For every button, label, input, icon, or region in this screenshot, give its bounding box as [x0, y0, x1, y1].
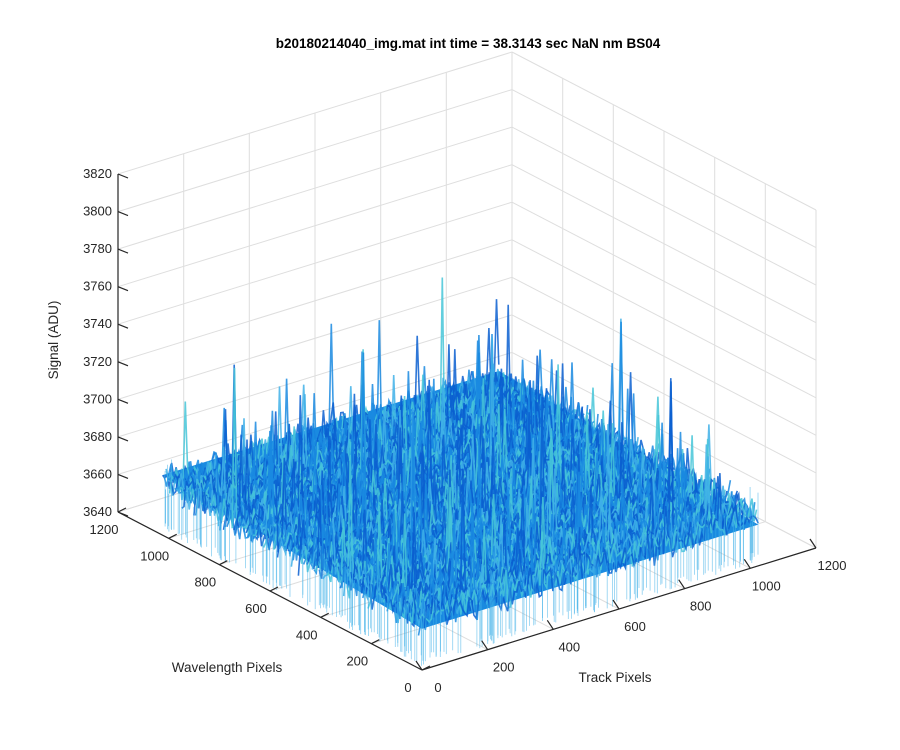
y-tick-label: 0	[404, 680, 411, 695]
y-tick-label: 800	[194, 575, 216, 590]
y-axis-label: Wavelength Pixels	[172, 660, 283, 675]
z-tick-mark	[117, 173, 129, 179]
x-tick-label: 800	[690, 599, 712, 614]
x-tick-mark	[612, 599, 620, 610]
x-tick-label: 0	[434, 680, 441, 695]
axes	[117, 173, 817, 671]
x-axis-label: Track Pixels	[578, 670, 651, 685]
x-tick-mark	[481, 640, 489, 651]
z-tick-label: 3640	[83, 504, 112, 519]
x-tick-mark	[743, 558, 751, 569]
z-tick-label: 3720	[83, 354, 112, 369]
z-tick-label: 3700	[83, 391, 112, 406]
y-tick-mark	[421, 665, 431, 671]
x-tick-mark	[415, 660, 423, 671]
surface-row	[421, 473, 759, 629]
y-tick-mark	[168, 533, 177, 539]
z-tick-mark	[117, 436, 129, 442]
z-tick-mark	[117, 398, 129, 404]
z-tick-mark	[117, 248, 129, 254]
y-tick-mark	[320, 612, 329, 618]
x-tick-label: 600	[624, 619, 646, 634]
z-axis-label: Signal (ADU)	[46, 301, 61, 380]
y-tick-label: 400	[296, 627, 318, 642]
y-tick-mark	[269, 586, 279, 592]
y-tick-label: 600	[245, 601, 267, 616]
x-tick-label: 400	[558, 639, 580, 654]
y-tick-mark	[371, 639, 380, 645]
surface-row	[419, 498, 758, 624]
z-tick-mark	[117, 323, 129, 329]
z-tick-mark	[117, 361, 129, 367]
chart-title: b20180214040_img.mat int time = 38.3143 …	[276, 36, 661, 51]
z-tick-label: 3680	[83, 429, 112, 444]
x-tick-label: 200	[493, 660, 515, 675]
x-tick-label: 1200	[818, 558, 847, 573]
z-tick-mark	[117, 511, 129, 517]
y-tick-label: 200	[346, 654, 368, 669]
y-tick-label: 1200	[90, 522, 119, 537]
z-tick-mark	[117, 211, 129, 217]
z-tick-label: 3660	[83, 466, 112, 481]
y-tick-mark	[117, 507, 127, 513]
z-tick-mark	[117, 286, 129, 292]
z-tick-label: 3760	[83, 279, 112, 294]
x-tick-label: 1000	[752, 578, 781, 593]
x-tick-mark	[546, 619, 554, 630]
x-tick-mark	[678, 579, 686, 590]
z-tick-label: 3820	[83, 166, 112, 181]
data-surface	[161, 277, 759, 666]
z-tick-label: 3800	[83, 204, 112, 219]
x-tick-mark	[809, 538, 817, 549]
z-tick-mark	[117, 473, 129, 479]
y-tick-mark	[219, 560, 228, 566]
z-tick-label: 3780	[83, 241, 112, 256]
tick-labels: 0 200 400 600 800 1000 1200 0 200 400 600 800 1000 12…	[83, 166, 846, 695]
z-tick-label: 3740	[83, 316, 112, 331]
y-tick-label: 1000	[140, 548, 169, 563]
